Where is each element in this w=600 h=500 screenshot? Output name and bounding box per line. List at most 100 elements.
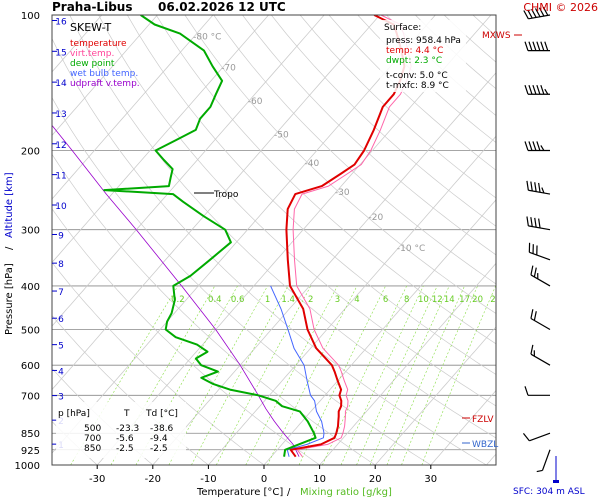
altitude-tick-label: 5 [58, 342, 64, 352]
y-axis-altitude-title: Altitude [km] [4, 172, 15, 238]
wind-barb-feather [534, 182, 537, 192]
mixing-ratio-line [298, 285, 386, 465]
wind-barb-feather [527, 9, 533, 19]
x-axis-separator: / [287, 487, 291, 498]
pressure-tick-label: 700 [21, 391, 40, 402]
altitude-tick-label: 7 [58, 288, 64, 298]
altitude-tick-label: 10 [55, 202, 67, 212]
mixing-ratio-label: 14 [444, 295, 455, 305]
mixing-ratio-line [340, 285, 424, 465]
wind-barb [523, 6, 551, 20]
mixing-ratio-line [70, 285, 179, 465]
altitude-tick-label: 3 [58, 393, 64, 403]
legend-virt-temp: virt.temp. [70, 49, 114, 59]
wind-barb-feather [536, 41, 541, 51]
surface-tconv: t-conv: 5.0 °C [386, 71, 448, 81]
x-tick-label: 0 [261, 474, 267, 485]
tropo-label: Tropo [213, 190, 239, 200]
table-row-850-td: -2.5 [150, 444, 168, 454]
x-axis-title: Temperature [°C] [196, 487, 283, 498]
table-row-850-p: 850 [84, 444, 101, 454]
isotherm-line [263, 199, 496, 465]
y-axis-separator: / [4, 246, 15, 250]
x-tick-label: -10 [200, 474, 216, 485]
wind-barb [524, 41, 550, 52]
table-row-500-td: -38.6 [150, 424, 174, 434]
isotherm-line [319, 262, 496, 465]
wind-barb-feather [536, 469, 543, 473]
wind-barb-feather [524, 41, 529, 51]
surface-title: Surface: [384, 23, 421, 33]
markers: Tropo MXWS FZLV WBZL SFC: 304 m ASL [194, 31, 585, 497]
pressure-tick-label: 600 [21, 361, 40, 372]
isotherm-line [430, 389, 496, 465]
legend-temperature: temperature [70, 39, 127, 49]
surface-tmxfc: t-mxfc: 8.9 °C [386, 81, 449, 91]
sfc-label: SFC: 304 m ASL [513, 487, 585, 497]
table-header-p: p [hPa] [58, 409, 90, 419]
temperature-line [285, 15, 406, 458]
altitude-tick-label: 11 [55, 172, 66, 182]
mixing-ratio-label: 1 [265, 295, 270, 305]
wind-barb-feather [528, 141, 533, 151]
table-header-t: T [123, 409, 130, 419]
pressure-tick-label: 400 [21, 282, 40, 293]
pressure-tick-label: 500 [21, 326, 40, 337]
x-tick-label: -30 [89, 474, 105, 485]
wind-barb-feather [538, 218, 541, 229]
wind-barb-feather [530, 217, 533, 227]
wind-barb-staff [529, 251, 551, 261]
mixing-ratio-label: 0.4 [208, 295, 222, 305]
mixing-ratio-label: 0.6 [231, 295, 245, 305]
mixing-ratio-line [267, 285, 358, 465]
wind-barb-feather [526, 180, 529, 191]
mixing-ratio-label: 0.2 [171, 295, 185, 305]
mixing-ratio-label: 12 [432, 295, 443, 305]
wind-barb-staff [541, 449, 551, 471]
wind-barb [522, 432, 551, 442]
wind-barb-feather [524, 141, 529, 151]
wind-barb-feather [538, 182, 541, 193]
plot-frame [51, 14, 497, 466]
table-row-500-t: -23.3 [116, 424, 139, 434]
surface-temp: temp: 4.4 °C [386, 46, 443, 56]
wind-barb-feather [531, 8, 537, 18]
isotherm-line [486, 453, 496, 465]
legend-title: SKEW-T [70, 21, 112, 34]
isotherm-line [52, 15, 214, 200]
mixing-ratio-label: 6 [383, 295, 388, 305]
fzlv-label: FZLV [472, 415, 494, 425]
table-row-850-t: -2.5 [116, 444, 134, 454]
wind-barb-feather [538, 7, 545, 17]
pressure-tick-label: 300 [21, 226, 40, 237]
mixing-ratio-line [110, 285, 216, 465]
mixing-ratio-line [191, 285, 289, 465]
dry-adiabat-line [69, 15, 496, 439]
isotherm-label: -60 [248, 97, 263, 107]
wind-barb-staff [530, 274, 551, 287]
altitude-tick-label: 13 [55, 110, 66, 120]
dew-point-line [103, 15, 317, 457]
mixing-ratio-label: 8 [404, 295, 409, 305]
mixing-ratio-line [356, 285, 438, 465]
y-axis-title-group: Pressure [hPa] / Altitude [km] [4, 172, 15, 335]
mixing-ratio-label: 4 [354, 295, 359, 305]
surface-marker [553, 480, 559, 483]
wind-barb-feather [532, 41, 537, 51]
mixing-ratio-label: 10 [418, 295, 429, 305]
wind-barb-feather [526, 216, 529, 226]
table-row-500-p: 500 [84, 424, 101, 434]
wind-barb [524, 85, 550, 95]
station-title: Praha-Libus [52, 0, 132, 14]
wind-barb [536, 449, 551, 473]
wbzl-label: WBZL [472, 440, 498, 450]
mixing-ratio-label: 1.4 [281, 295, 295, 305]
pressure-tick-label: 850 [21, 429, 40, 440]
wind-barb-feather [528, 41, 533, 51]
wind-barb [524, 386, 550, 396]
wind-barb-feather [532, 141, 537, 151]
wind-barb-feather [540, 41, 545, 51]
isotherm-line [542, 15, 600, 465]
datetime-title: 06.02.2026 12 UTC [158, 0, 286, 14]
pressure-tick-label: 925 [21, 446, 40, 457]
